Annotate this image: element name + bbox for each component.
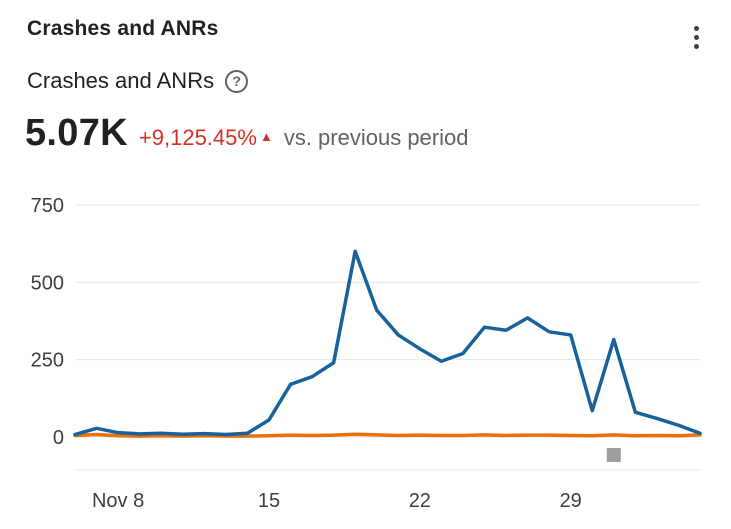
crashes-line-chart: 0 250 500 750 Nov 8 15 22 29 [31, 195, 702, 512]
y-axis-tick-label: 500 [31, 272, 64, 294]
y-axis-tick-label: 0 [53, 427, 64, 449]
metric-delta-text: +9,125.45% [138, 125, 257, 150]
kebab-menu-icon [693, 25, 699, 31]
release-marker[interactable] [606, 448, 621, 462]
x-axis-tick-label: Nov 8 [92, 490, 144, 512]
x-axis-tick-label: 29 [560, 490, 582, 512]
comparison-label: vs. previous period [283, 125, 469, 150]
chart-subtitle: Crashes and ANRs [27, 68, 215, 93]
x-axis-tick-label: 15 [258, 490, 280, 512]
metric-value: 5.07K [25, 112, 128, 154]
y-axis-tick-label: 250 [31, 350, 64, 372]
trend-up-icon: ▲ [259, 129, 273, 144]
chart-header: Crashes and ANRs ? [27, 68, 249, 94]
kebab-menu-icon [693, 34, 699, 40]
help-icon[interactable]: ? [225, 69, 249, 93]
overflow-menu-button[interactable] [677, 18, 715, 56]
metric-delta: +9,125.45% ▲ [139, 125, 273, 151]
kebab-menu-icon [693, 43, 699, 49]
series-line-previous-period [73, 432, 702, 438]
card-title: Crashes and ANRs [27, 17, 219, 40]
metric-row: 5.07K +9,125.45% ▲ vs. previous period [25, 112, 468, 155]
x-axis-tick-label: 22 [409, 490, 431, 512]
y-axis-tick-label: 750 [31, 195, 64, 217]
series-line-current-period [73, 249, 702, 437]
